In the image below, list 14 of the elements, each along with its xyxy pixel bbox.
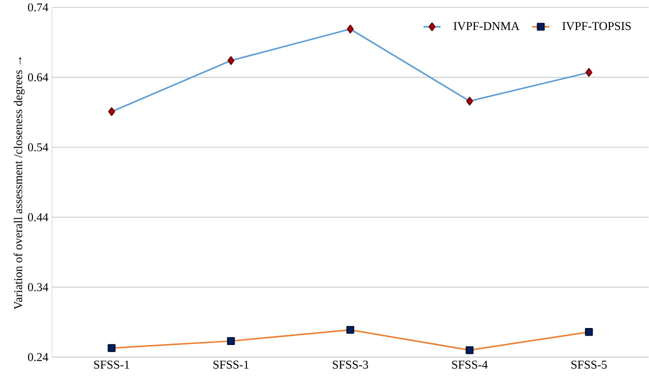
legend-label: IVPF-DNMA	[454, 22, 520, 30]
y-tick-label: 0.24	[28, 353, 48, 362]
y-axis-title: Variation of overall assessment /closeness degrees →	[14, 57, 25, 310]
x-tick-label: SFSS-1	[213, 360, 249, 369]
y-tick-label: 0.54	[28, 143, 48, 152]
y-tick-label: 0.74	[28, 3, 48, 12]
legend-label: IVPF-TOPSIS	[562, 22, 631, 30]
x-tick-label: SFSS-4	[452, 360, 488, 369]
y-tick-label: 0.64	[28, 73, 48, 82]
x-tick-label: SFSS-5	[571, 360, 607, 369]
y-tick-label: 0.44	[28, 213, 48, 222]
x-tick-label: SFSS-1	[94, 360, 130, 369]
y-tick-label: 0.34	[28, 283, 48, 292]
x-tick-label: SFSS-3	[332, 360, 368, 369]
